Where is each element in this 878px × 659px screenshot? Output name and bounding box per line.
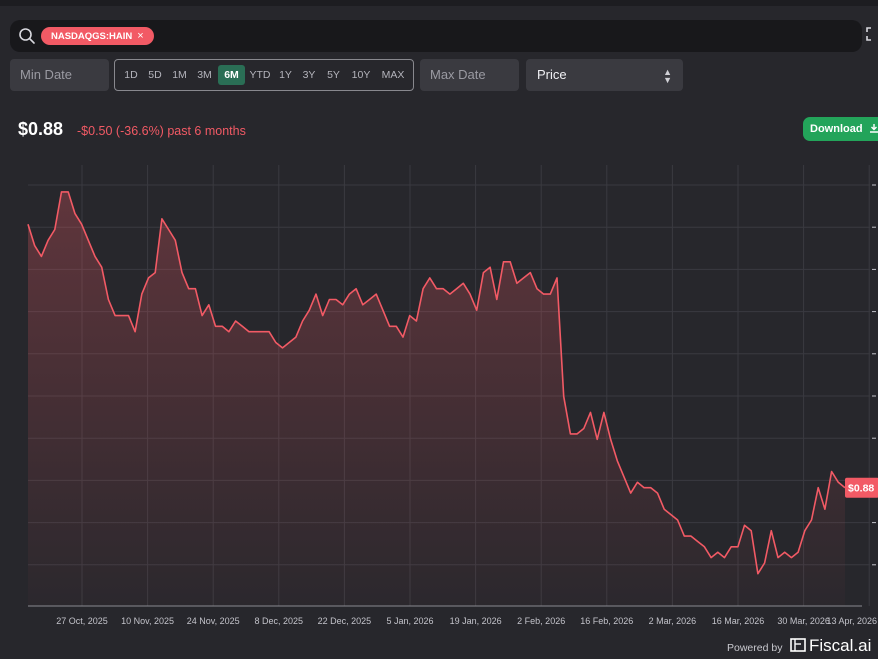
y-axis-ticks [872,184,876,566]
x-tick-label: 2 Mar, 2026 [649,616,697,626]
x-tick-label: 22 Dec, 2025 [318,616,372,626]
x-tick-label: 19 Jan, 2026 [450,616,502,626]
range-3m-button[interactable]: 3M [197,69,212,81]
x-tick-label: 16 Mar, 2026 [712,616,765,626]
x-tick-label: 13 Apr, 2026 [826,616,877,626]
min-date-input[interactable]: Min Date [10,59,109,91]
x-tick-label: 16 Feb, 2026 [580,616,633,626]
x-tick-label: 10 Nov, 2025 [121,616,174,626]
max-date-input[interactable]: Max Date [420,59,519,91]
x-tick-label: 24 Nov, 2025 [187,616,240,626]
last-value-label: $0.88 [848,483,874,495]
range-5d-button[interactable]: 5D [148,69,162,81]
range-ytd-button[interactable]: YTD [249,69,271,81]
fullscreen-icon[interactable] [866,27,878,41]
remove-chip-icon[interactable]: × [137,30,144,42]
download-button[interactable]: Download [803,117,878,141]
price-chart: 27 Oct, 2025 10 Nov, 2025 24 Nov, 2025 8 De… [27,165,878,626]
x-tick-label: 5 Jan, 2026 [386,616,433,626]
brand-logo[interactable]: Fiscal.ai [790,636,871,656]
range-1d-button[interactable]: 1D [124,69,138,81]
last-value-marker: $0.88 [845,477,878,498]
price-change: -$0.50 (-36.6%) past 6 months [77,124,246,138]
x-tick-label: 27 Oct, 2025 [56,616,108,626]
x-axis-labels: 27 Oct, 2025 10 Nov, 2025 24 Nov, 2025 8 De… [56,616,877,626]
top-strip [0,0,878,6]
range-3y-button[interactable]: 3Y [302,69,316,81]
x-tick-label: 8 Dec, 2025 [255,616,304,626]
download-icon [869,124,878,133]
powered-by-label: Powered by [727,642,783,654]
x-tick-label: 30 Mar, 2026 [777,616,830,626]
x-tick-label: 2 Feb, 2026 [517,616,565,626]
range-1m-button[interactable]: 1M [172,69,187,81]
range-1y-button[interactable]: 1Y [279,69,292,81]
range-6m-button[interactable]: 6M [218,65,245,85]
last-value-tag [845,477,878,498]
range-5y-button[interactable]: 5Y [327,69,340,81]
range-max-button[interactable]: MAX [381,69,405,81]
metric-select[interactable]: Price ▲ ▼ [526,59,683,91]
range-selector: 1D 5D 1M 3M 6M YTD 1Y 3Y 5Y 10Y MAX [114,59,414,91]
ticker-chip-label: NASDAQGS:HAIN [51,31,133,42]
download-label: Download [810,123,863,135]
price-area [28,191,845,606]
brand-name: Fiscal.ai [809,636,872,655]
fiscal-logo-icon [790,638,806,652]
current-price: $0.88 [18,119,64,139]
search-icon [19,28,35,44]
range-10y-button[interactable]: 10Y [351,69,371,81]
price-line [27,191,846,575]
chevron-updown-icon: ▲ ▼ [663,67,672,85]
metric-select-value: Price [537,67,567,82]
ticker-chip[interactable]: NASDAQGS:HAIN × [41,27,154,45]
